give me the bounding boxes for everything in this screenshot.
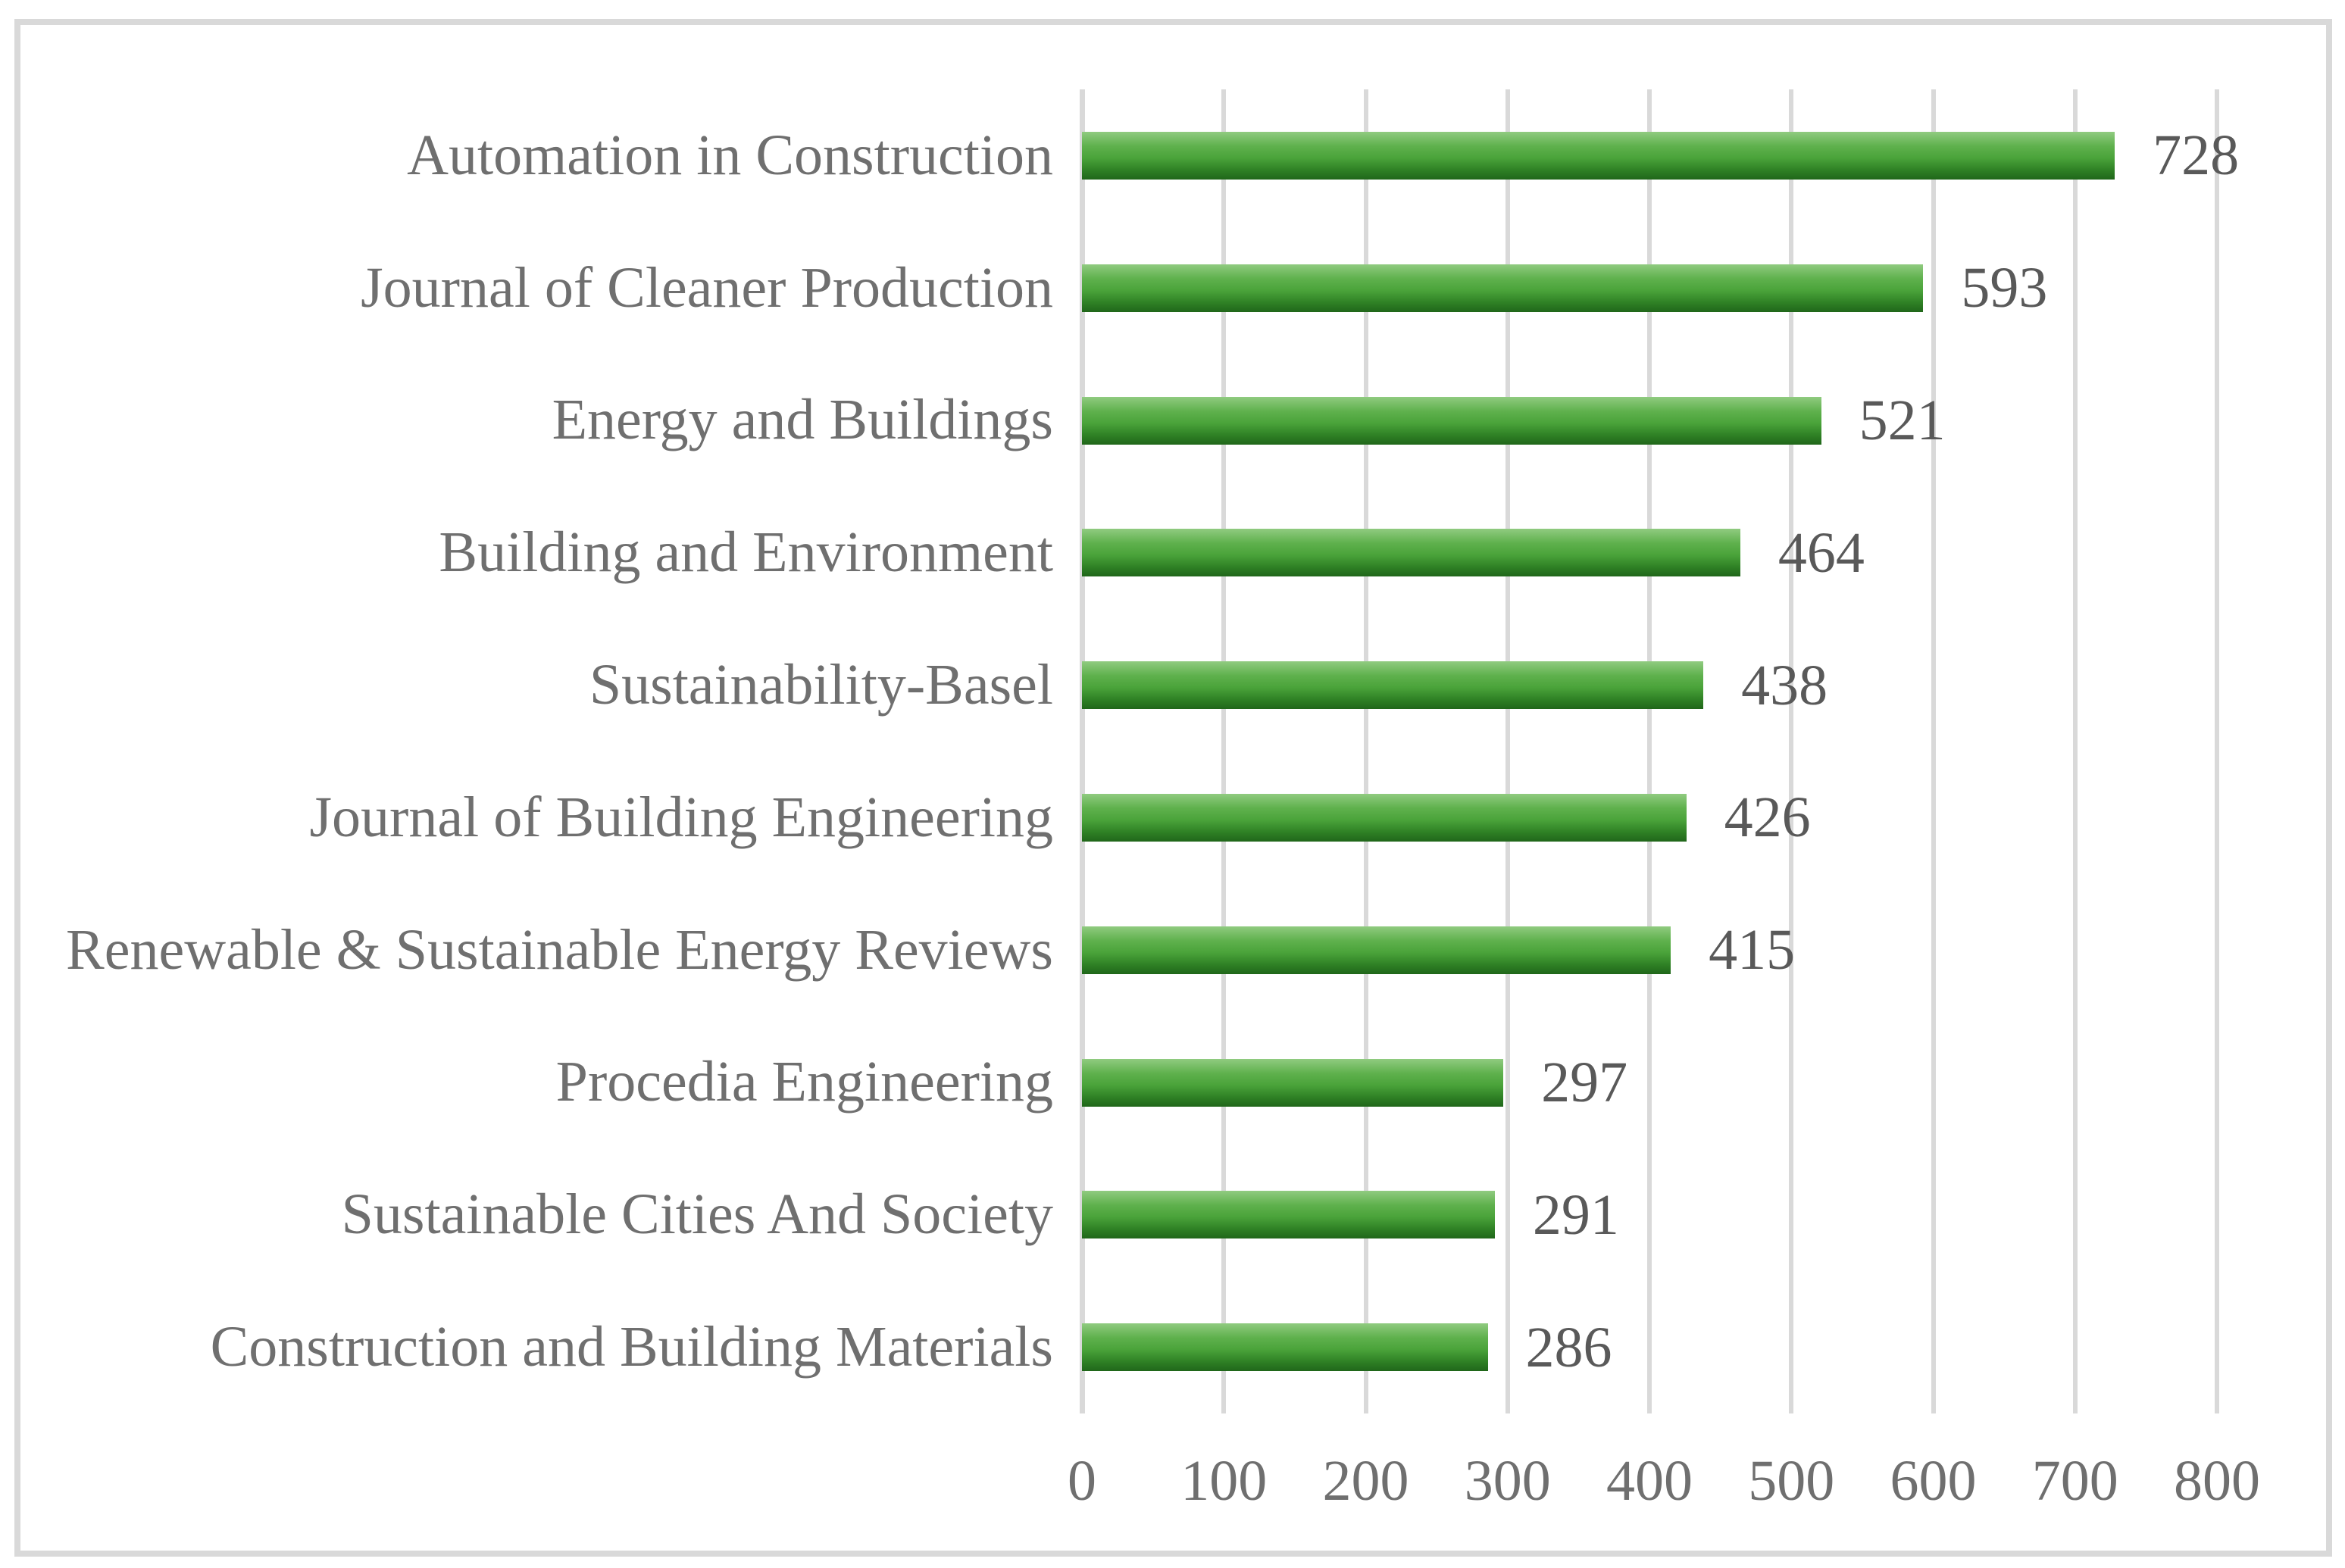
gridline xyxy=(1789,89,1794,1413)
category-label: Sustainability-Basel xyxy=(589,653,1053,717)
category-label: Renewable & Sustainable Energy Reviews xyxy=(66,917,1053,982)
bar: 426 xyxy=(1082,789,1811,846)
gridline xyxy=(1647,89,1652,1413)
x-axis-tick-label: 300 xyxy=(1464,1449,1551,1513)
category-label: Procedia Engineering xyxy=(555,1050,1053,1114)
gridline xyxy=(2215,89,2219,1413)
category-label: Construction and Building Materials xyxy=(210,1315,1053,1379)
bar: 438 xyxy=(1082,657,1828,714)
bar-value-label: 291 xyxy=(1532,1182,1619,1247)
bar-value-label: 415 xyxy=(1709,918,1796,982)
bar-value-label: 593 xyxy=(1961,256,2048,320)
bar: 415 xyxy=(1082,921,1795,979)
category-label: Journal of Building Engineering xyxy=(309,785,1053,849)
x-axis-tick-label: 0 xyxy=(1068,1449,1096,1513)
plot-area: 728 593 521 464 438 426 415 297 291 286 xyxy=(1080,89,2239,1413)
bar-value-label: 728 xyxy=(2153,123,2240,188)
x-axis-tick-labels: 0 100 200 300 400 500 600 700 800 xyxy=(1068,1439,2260,1523)
gridline xyxy=(1931,89,1936,1413)
category-label: Sustainable Cities And Society xyxy=(341,1182,1053,1247)
bar-value-label: 464 xyxy=(1778,520,1865,585)
category-label: Journal of Cleaner Production xyxy=(361,255,1053,320)
gridline xyxy=(1363,89,1368,1413)
gridline xyxy=(1221,89,1227,1413)
y-axis-line xyxy=(1080,89,1085,1413)
gridline xyxy=(1505,89,1510,1413)
bar-value-label: 286 xyxy=(1525,1315,1612,1379)
category-label: Building and Environment xyxy=(439,520,1053,585)
bar-value-label: 438 xyxy=(1741,653,1828,717)
bar: 464 xyxy=(1082,524,1865,582)
bar: 728 xyxy=(1082,127,2239,184)
bar: 593 xyxy=(1082,259,2047,317)
x-axis-tick-label: 600 xyxy=(1890,1449,1977,1513)
bar: 286 xyxy=(1082,1319,1612,1376)
x-axis-tick-label: 100 xyxy=(1180,1449,1268,1513)
category-label: Automation in Construction xyxy=(407,123,1053,187)
category-axis-labels: Automation in Construction Journal of Cle… xyxy=(30,89,1053,1413)
bar: 297 xyxy=(1082,1054,1627,1111)
x-axis-tick-label: 800 xyxy=(2174,1449,2260,1513)
x-axis-tick-label: 400 xyxy=(1606,1449,1693,1513)
bar-value-label: 521 xyxy=(1859,389,1946,452)
x-axis-tick-label: 700 xyxy=(2031,1449,2118,1513)
bar: 291 xyxy=(1082,1186,1619,1244)
category-label: Energy and Buildings xyxy=(552,388,1053,452)
bar-value-label: 426 xyxy=(1724,786,1811,850)
x-axis-tick-label: 500 xyxy=(1748,1449,1835,1513)
bar-value-label: 297 xyxy=(1541,1051,1628,1114)
x-axis-tick-label: 200 xyxy=(1322,1449,1409,1513)
bar: 521 xyxy=(1082,392,1946,449)
gridline xyxy=(2072,89,2078,1413)
